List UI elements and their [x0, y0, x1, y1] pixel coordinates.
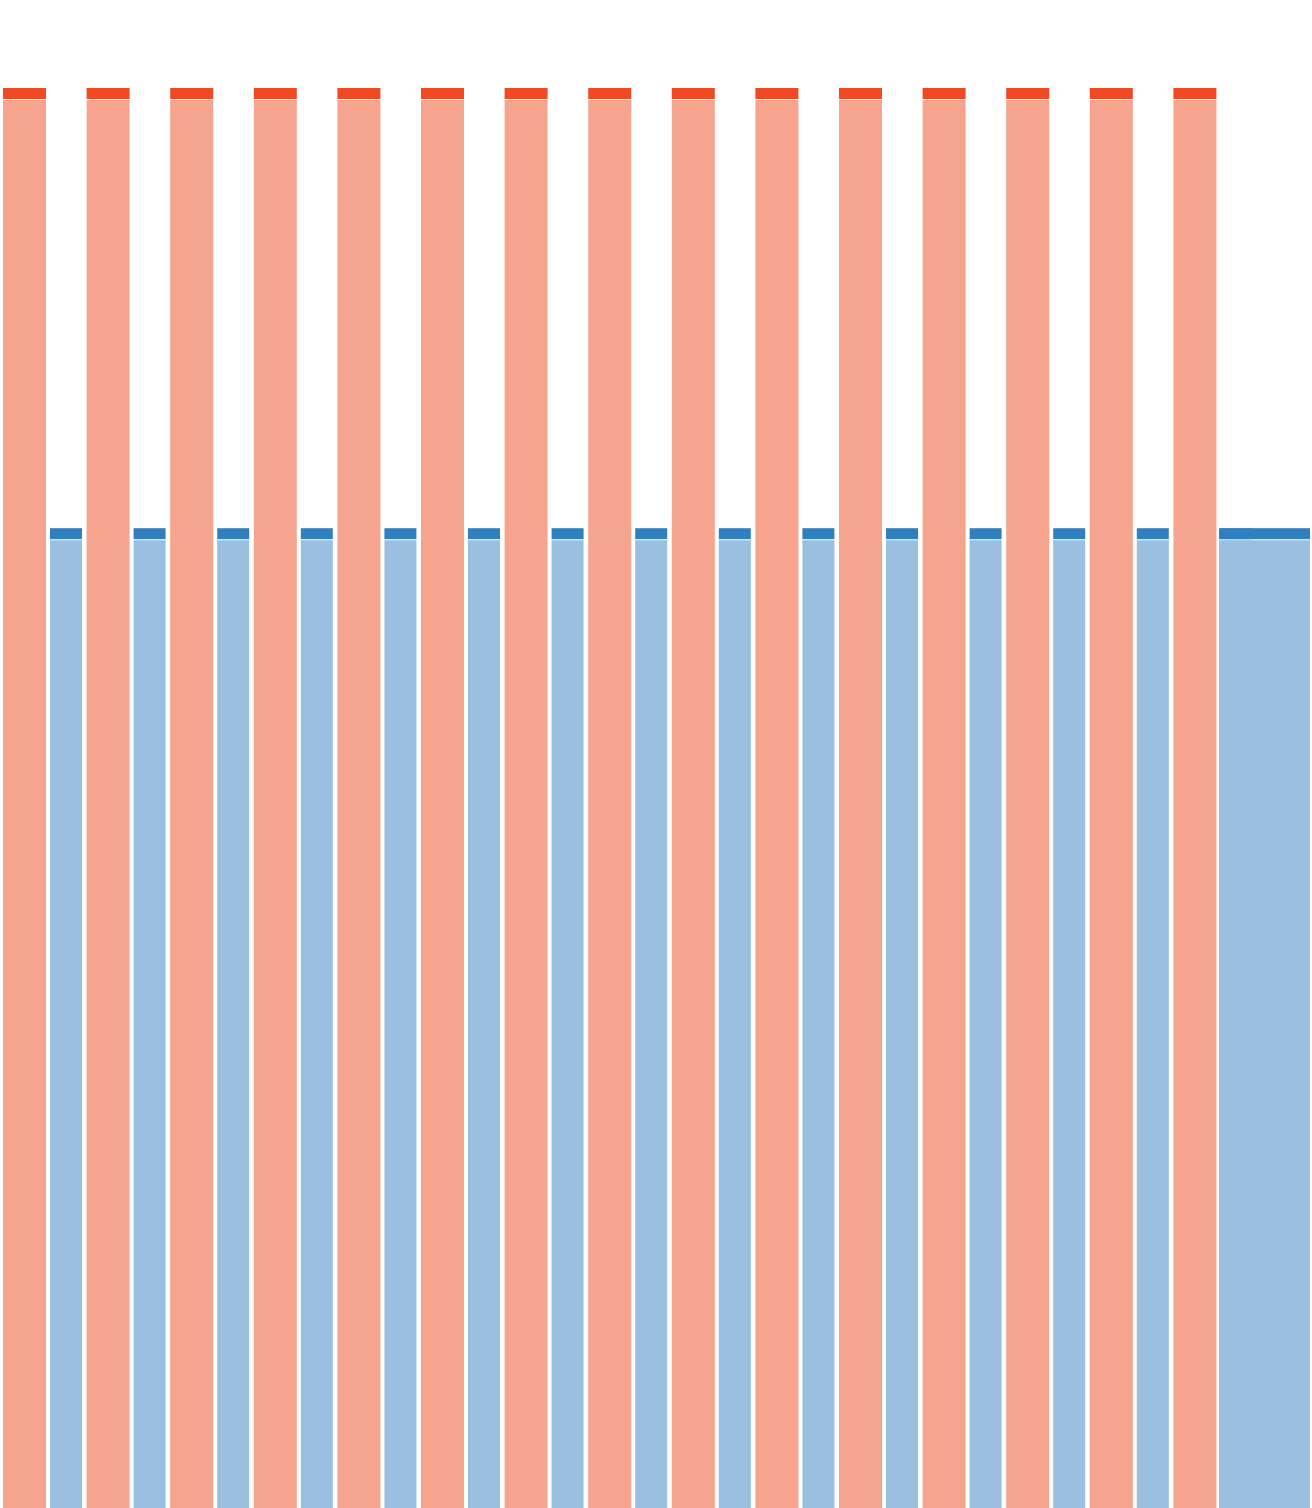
bar-red [755, 100, 799, 1508]
bar-cap-blue [468, 528, 500, 540]
bar-red [504, 100, 548, 1508]
bar-blue [468, 540, 500, 1508]
bar-blue [1053, 540, 1086, 1508]
bar-blue [635, 540, 668, 1508]
bar-cap-blue [1053, 528, 1086, 540]
bar-red [1089, 100, 1133, 1508]
bar-red [1173, 100, 1217, 1508]
bar-blue [50, 540, 82, 1508]
bar-cap-red [755, 88, 799, 99]
bar-cap-red [1089, 88, 1133, 99]
bar-cap-red [922, 88, 966, 99]
bar-red [337, 100, 381, 1508]
bar-cap-blue [635, 528, 668, 540]
bar-cap-red [671, 88, 715, 99]
bar-blue [718, 540, 751, 1508]
bar-cap-red [170, 88, 214, 99]
bar-cap-red [253, 88, 297, 99]
bar-cap-red [504, 88, 548, 99]
bar-cap-blue [1136, 528, 1169, 540]
bar-red [86, 100, 130, 1508]
bar-cap-blue [217, 528, 250, 540]
bar-blue [1219, 540, 1310, 1508]
bar-blue [133, 540, 166, 1508]
bar-blue [802, 540, 835, 1508]
bar-cap-blue [718, 528, 751, 540]
bar-cap-blue [133, 528, 166, 540]
bar-blue [300, 540, 333, 1508]
bar-red [421, 100, 464, 1508]
bar-blue [969, 540, 1002, 1508]
bar-cap-red [3, 88, 46, 99]
bar-red [3, 100, 46, 1508]
bar-cap-red [1173, 88, 1217, 99]
bar-cap-blue [551, 528, 584, 540]
bar-cap-red [588, 88, 632, 99]
bar-cap-blue [802, 528, 835, 540]
bar-blue [217, 540, 250, 1508]
bar-red [922, 100, 966, 1508]
bar-cap-red [86, 88, 130, 99]
bar-cap-blue [384, 528, 417, 540]
bar-cap-blue [300, 528, 333, 540]
bar-cap-red [839, 88, 882, 99]
bar-cap-red [421, 88, 464, 99]
bar-cap-red [1006, 88, 1050, 99]
bar-red [1006, 100, 1050, 1508]
bar-red [839, 100, 882, 1508]
bar-blue [1136, 540, 1169, 1508]
bar-cap-blue [1219, 528, 1310, 540]
bar-cap-blue [969, 528, 1002, 540]
bar-cap-blue [50, 528, 82, 540]
bar-blue [551, 540, 584, 1508]
bar-red [170, 100, 214, 1508]
bar-red [253, 100, 297, 1508]
bar-cap-blue [886, 528, 918, 540]
bar-cap-red [337, 88, 381, 99]
bar-blue [886, 540, 918, 1508]
bar-blue [384, 540, 417, 1508]
bar-red [671, 100, 715, 1508]
bar-red [588, 100, 632, 1508]
